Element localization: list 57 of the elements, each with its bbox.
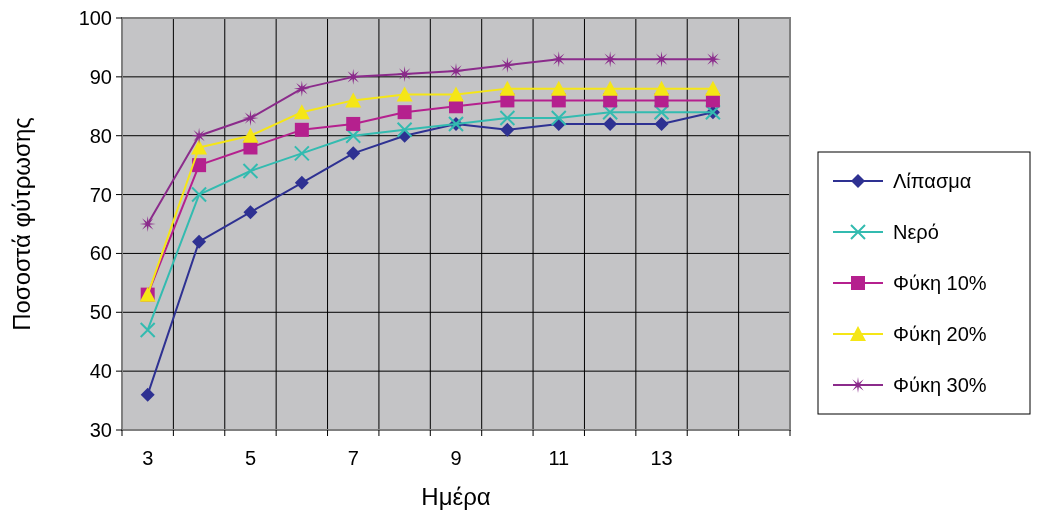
y-tick-label: 80: [89, 124, 112, 147]
point: [346, 116, 361, 131]
point: [346, 146, 361, 161]
point: [293, 80, 310, 97]
point: [294, 122, 309, 137]
y-tick-label: 30: [89, 419, 112, 441]
x-axis-title: Ημέρα: [421, 483, 491, 510]
point: [654, 116, 669, 131]
y-tick-label: 40: [89, 360, 112, 383]
point: [499, 80, 516, 96]
legend-label: Φύκη 10%: [893, 272, 987, 294]
y-tick-label: 100: [78, 7, 112, 29]
y-tick-label: 70: [89, 183, 112, 206]
point: [396, 121, 413, 138]
point: [602, 104, 619, 121]
point: [191, 139, 208, 155]
point: [242, 127, 259, 143]
x-tick-label: 9: [450, 447, 462, 469]
point: [602, 80, 619, 96]
point: [396, 86, 413, 102]
legend-label: Νερό: [893, 221, 939, 243]
point: [653, 104, 670, 121]
point: [192, 234, 207, 249]
x-tick-label: 7: [347, 447, 359, 469]
point: [191, 186, 208, 203]
x-tick-label: 11: [548, 447, 570, 469]
point: [550, 110, 567, 127]
y-tick-label: 90: [89, 65, 112, 88]
point: [397, 105, 412, 120]
point: [139, 321, 156, 338]
point: [448, 86, 464, 102]
point: [294, 175, 309, 190]
point: [345, 92, 362, 108]
point: [345, 127, 362, 144]
point: [396, 65, 413, 82]
legend-label: Λίπασμα: [893, 170, 972, 192]
point: [603, 116, 618, 131]
point: [293, 104, 310, 120]
y-tick-label: 50: [89, 301, 112, 324]
x-tick-label: 5: [244, 447, 257, 469]
x-tick-label: 13: [650, 447, 673, 469]
point: [499, 110, 516, 127]
point: [243, 205, 258, 220]
point: [140, 387, 155, 402]
point: [500, 122, 515, 137]
legend-label: Φύκη 30%: [893, 374, 987, 396]
y-axis-title: Ποσοστά φύτρωσης: [8, 117, 35, 331]
point: [653, 80, 670, 96]
x-tick-label: 3: [142, 447, 154, 469]
point: [448, 62, 464, 79]
legend-label: Φύκη 20%: [893, 323, 987, 345]
point: [550, 51, 567, 68]
point: [293, 145, 310, 162]
y-tick-label: 60: [89, 242, 112, 265]
point: [704, 80, 721, 96]
point: [242, 163, 259, 180]
point: [550, 80, 567, 96]
